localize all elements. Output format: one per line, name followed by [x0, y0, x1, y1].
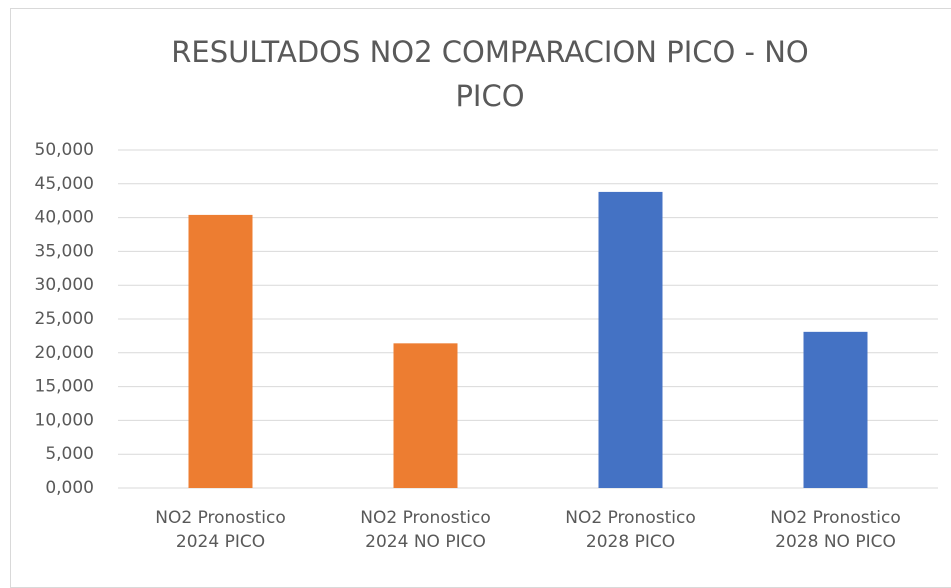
y-tick-label: 50,000	[35, 140, 94, 160]
y-tick-label: 5,000	[45, 444, 94, 464]
y-tick-label: 10,000	[35, 410, 94, 430]
x-tick-label: NO2 Pronostico 2024 NO PICO	[360, 508, 491, 552]
bar	[393, 343, 458, 488]
bar	[188, 214, 253, 488]
chart-title: RESULTADOS NO2 COMPARACION PICO - NO PIC…	[171, 35, 809, 113]
y-tick-label: 35,000	[35, 241, 94, 261]
y-tick-label: 20,000	[35, 343, 94, 363]
page: RESULTADOS NO2 COMPARACION PICO - NO PIC…	[10, 8, 951, 588]
y-tick-label: 30,000	[35, 275, 94, 295]
chart: 0,000 5,000 10,000 15,000 20,000 25,000 30,000…	[35, 140, 938, 498]
x-tick-label: NO2 Pronostico 2028 PICO	[565, 508, 696, 552]
bar	[803, 331, 868, 488]
y-tick-label: 0,000	[45, 478, 94, 498]
x-tick-label: NO2 Pronostico 2028 NO PICO	[770, 508, 901, 552]
y-tick-label: 40,000	[35, 208, 94, 228]
bar	[598, 191, 663, 489]
y-tick-label: 45,000	[35, 174, 94, 194]
y-tick-label: 15,000	[35, 377, 94, 397]
x-tick-label: NO2 Pronostico 2024 PICO	[155, 508, 286, 552]
y-tick-label: 25,000	[35, 309, 94, 329]
